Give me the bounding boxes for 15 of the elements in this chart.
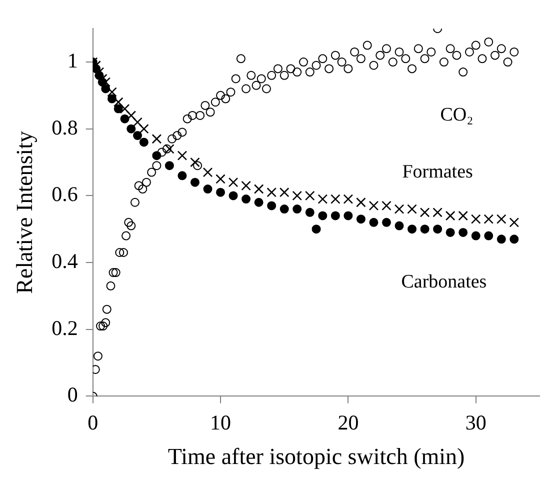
y-tick-label: 0.6	[52, 182, 78, 206]
x-tick-label: 30	[465, 410, 486, 434]
series-label: CO₂	[440, 104, 474, 126]
y-tick-label: 0.8	[52, 115, 78, 140]
x-tick-label: 20	[338, 410, 359, 434]
y-axis-title: Relative Intensity	[12, 130, 37, 294]
y-tick-label: 0.2	[52, 316, 78, 340]
y-tick-label: 0	[67, 382, 78, 407]
x-tick-label: 0	[88, 410, 98, 434]
x-tick-label: 10	[210, 410, 232, 434]
y-tick-label: 0.4	[52, 249, 78, 274]
series-label: Formates	[402, 161, 473, 182]
x-axis-title: Time after isotopic switch (min)	[168, 444, 465, 470]
y-tick-label: 1	[67, 48, 78, 73]
series-label: Carbonates	[401, 272, 487, 293]
